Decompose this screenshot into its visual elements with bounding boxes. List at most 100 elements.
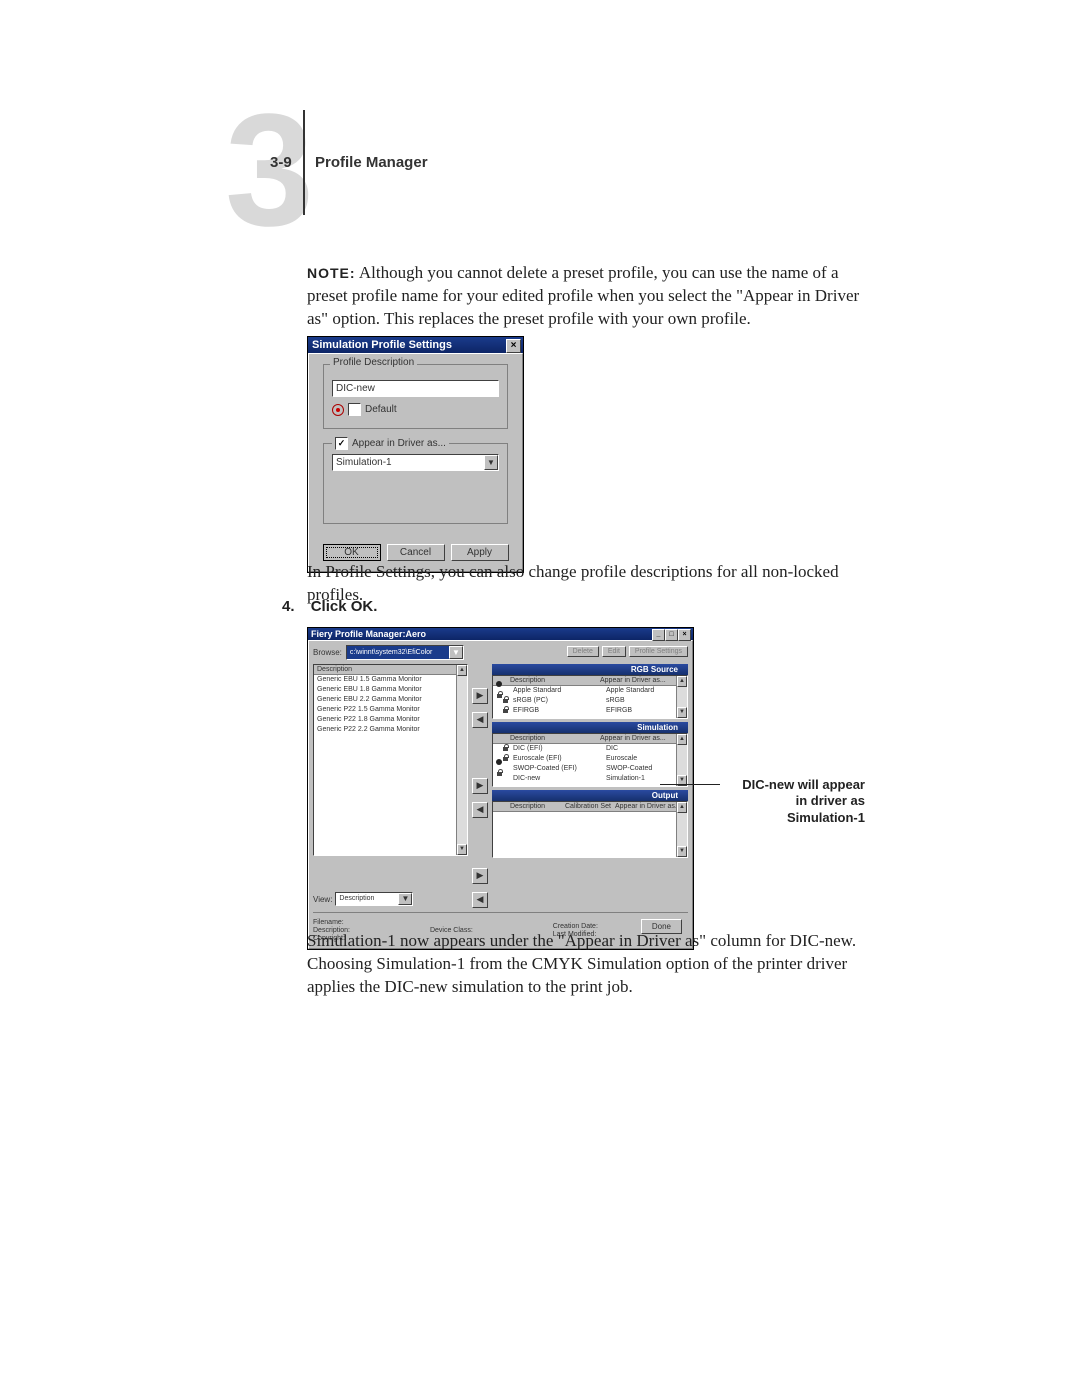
step-text: Click OK.: [311, 598, 378, 615]
cell-driver: EFIRGB: [606, 706, 632, 716]
scrollbar[interactable]: ▲ ▼: [456, 665, 467, 855]
maximize-icon[interactable]: □: [665, 629, 678, 641]
close-icon[interactable]: ×: [506, 339, 521, 353]
move-left-button[interactable]: ◀: [472, 802, 488, 818]
lock-icon: [502, 754, 509, 761]
dialog-title: Simulation Profile Settings: [312, 339, 452, 351]
window-body: Browse: c:\winnt\system32\EfiColor ▼ Del…: [308, 640, 693, 949]
profile-settings-button[interactable]: Profile Settings: [629, 646, 688, 657]
window-title: Fiery Profile Manager:Aero: [311, 629, 426, 639]
note-text: Although you cannot delete a preset prof…: [307, 263, 859, 328]
scroll-up-icon[interactable]: ▲: [677, 676, 687, 687]
col-description: Description: [510, 803, 565, 810]
cancel-button[interactable]: Cancel: [387, 544, 445, 561]
step-number: 4.: [282, 598, 295, 615]
profile-description-input[interactable]: DIC-new: [332, 380, 499, 397]
window-titlebar[interactable]: Fiery Profile Manager:Aero _ □ ×: [308, 628, 693, 640]
appear-in-driver-label: Appear in Driver as...: [352, 438, 446, 449]
main-area: Description Generic EBU 1.5 Gamma Monito…: [313, 664, 688, 908]
move-left-button[interactable]: ◀: [472, 892, 488, 908]
appear-in-driver-select[interactable]: Simulation-1 ▼: [332, 454, 499, 471]
note-paragraph: NOTE: Although you cannot delete a prese…: [307, 262, 862, 331]
output-header: Output: [492, 790, 688, 801]
callout-line-2: in driver as: [796, 793, 865, 808]
note-label: NOTE:: [307, 265, 356, 281]
lock-icon: [502, 706, 509, 713]
table-row[interactable]: sRGB (PC) sRGB: [493, 696, 687, 706]
move-right-button[interactable]: ▶: [472, 688, 488, 704]
col-driver-as: Appear in Driver as...: [600, 735, 666, 742]
list-item[interactable]: Generic EBU 1.5 Gamma Monitor: [314, 675, 467, 685]
page: 3 3-9 Profile Manager NOTE: Although you…: [0, 0, 1080, 1397]
list-item[interactable]: Generic P22 2.2 Gamma Monitor: [314, 725, 467, 735]
lock-icon: [496, 769, 503, 776]
list-item[interactable]: Generic P22 1.8 Gamma Monitor: [314, 715, 467, 725]
browse-list[interactable]: Description Generic EBU 1.5 Gamma Monito…: [313, 664, 468, 856]
output-list[interactable]: Description Calibration Set Appear in Dr…: [492, 801, 688, 858]
chevron-down-icon[interactable]: ▼: [484, 455, 498, 470]
chevron-down-icon[interactable]: ▼: [398, 893, 412, 905]
delete-button[interactable]: Delete: [567, 646, 599, 657]
target-icon: [332, 404, 344, 416]
dialog-body: Profile Description DIC-new Default ✓ Ap…: [308, 353, 523, 572]
table-row[interactable]: DIC-new Simulation-1: [493, 774, 687, 784]
dialog-titlebar[interactable]: Simulation Profile Settings ×: [308, 337, 523, 353]
closing-paragraph: Simulation-1 now appears under the "Appe…: [307, 930, 862, 999]
cell-driver: SWOP-Coated: [606, 764, 652, 774]
view-select[interactable]: Description ▼: [335, 892, 413, 906]
scroll-up-icon[interactable]: ▲: [677, 734, 687, 745]
lock-icon: [502, 744, 509, 751]
default-checkbox[interactable]: [348, 403, 361, 416]
scroll-down-icon[interactable]: ▼: [677, 846, 687, 857]
table-row[interactable]: Euroscale (EFI) Euroscale: [493, 754, 687, 764]
scrollbar[interactable]: ▲ ▼: [676, 676, 687, 718]
apply-button[interactable]: Apply: [451, 544, 509, 561]
mid-paragraph: In Profile Settings, you can also change…: [307, 561, 862, 607]
table-row[interactable]: EFIRGB EFIRGB: [493, 706, 687, 716]
callout-line-1: DIC-new will appear: [742, 777, 865, 792]
list-item[interactable]: Generic EBU 2.2 Gamma Monitor: [314, 695, 467, 705]
callout-leader-line: [660, 784, 720, 785]
lock-icon: [502, 696, 509, 703]
ok-button[interactable]: OK: [323, 544, 381, 561]
move-left-button[interactable]: ◀: [472, 712, 488, 728]
rgb-source-header: RGB Source: [492, 664, 688, 675]
list-item[interactable]: Generic EBU 1.8 Gamma Monitor: [314, 685, 467, 695]
scroll-down-icon[interactable]: ▼: [677, 707, 687, 718]
default-dot-icon: [496, 681, 502, 687]
default-label: Default: [365, 404, 397, 415]
simulation-list-header: Description Appear in Driver as...: [493, 734, 687, 744]
cell-description: sRGB (PC): [513, 696, 603, 706]
scroll-up-icon[interactable]: ▲: [677, 802, 687, 813]
scroll-up-icon[interactable]: ▲: [457, 665, 467, 676]
move-right-button[interactable]: ▶: [472, 868, 488, 884]
scrollbar[interactable]: ▲ ▼: [676, 802, 687, 857]
rgb-list[interactable]: Description Appear in Driver as... Apple…: [492, 675, 688, 719]
cell-driver: Apple Standard: [606, 686, 654, 696]
move-right-button[interactable]: ▶: [472, 778, 488, 794]
minimize-icon[interactable]: _: [652, 629, 665, 641]
table-row[interactable]: SWOP-Coated (EFI) SWOP-Coated: [493, 764, 687, 774]
simulation-list[interactable]: Description Appear in Driver as... DIC (…: [492, 733, 688, 787]
view-row: View: Description ▼: [313, 892, 413, 906]
list-item[interactable]: Generic P22 1.5 Gamma Monitor: [314, 705, 467, 715]
list-item-label: Generic EBU 1.8 Gamma Monitor: [317, 685, 422, 695]
table-row[interactable]: DIC (EFI) DIC: [493, 744, 687, 754]
callout-line-3: Simulation-1: [787, 810, 865, 825]
browse-select[interactable]: c:\winnt\system32\EfiColor ▼: [346, 645, 464, 660]
cell-description: DIC (EFI): [513, 744, 603, 754]
edit-button[interactable]: Edit: [602, 646, 626, 657]
close-icon[interactable]: ×: [678, 629, 691, 641]
col-driver-as: Appear in Driver as...: [600, 677, 666, 684]
profile-description-legend: Profile Description: [330, 357, 417, 368]
table-row[interactable]: Apple Standard Apple Standard: [493, 686, 687, 696]
chevron-down-icon[interactable]: ▼: [449, 646, 463, 659]
right-pane: RGB Source Description Appear in Driver …: [492, 664, 688, 908]
view-label: View:: [313, 895, 332, 904]
appear-in-driver-checkbox[interactable]: ✓: [335, 437, 348, 450]
view-value: Description: [339, 895, 374, 902]
scrollbar[interactable]: ▲ ▼: [676, 734, 687, 786]
cell-description: SWOP-Coated (EFI): [513, 764, 603, 774]
cell-description: Euroscale (EFI): [513, 754, 603, 764]
scroll-down-icon[interactable]: ▼: [457, 844, 467, 855]
